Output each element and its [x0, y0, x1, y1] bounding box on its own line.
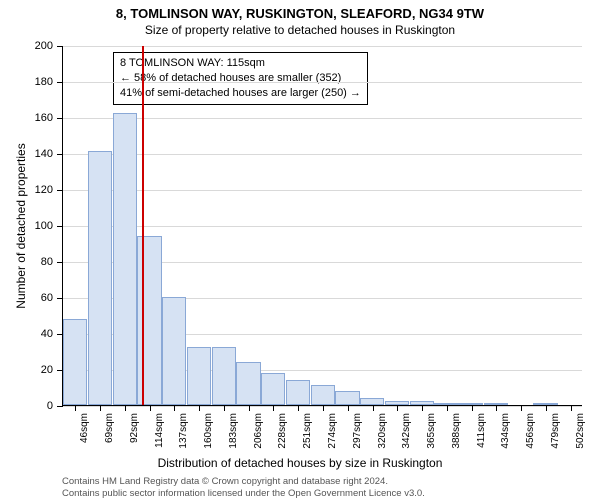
histogram-bar	[236, 362, 260, 405]
x-tick	[496, 405, 497, 411]
x-tick-label: 46sqm	[79, 413, 90, 443]
y-tick-label: 100	[35, 220, 63, 232]
x-tick-label: 365sqm	[426, 413, 437, 449]
x-tick-label: 251sqm	[302, 413, 313, 449]
histogram-bar	[311, 385, 335, 405]
x-tick-label: 274sqm	[327, 413, 338, 449]
chart-title: 8, TOMLINSON WAY, RUSKINGTON, SLEAFORD, …	[0, 0, 600, 21]
x-tick	[397, 405, 398, 411]
x-tick-label: 183sqm	[228, 413, 239, 449]
x-tick-label: 320sqm	[377, 413, 388, 449]
y-tick-label: 40	[41, 328, 63, 340]
y-tick-label: 0	[47, 400, 63, 412]
x-tick	[224, 405, 225, 411]
y-tick-label: 60	[41, 292, 63, 304]
histogram-bar	[286, 380, 310, 405]
y-tick-label: 140	[35, 148, 63, 160]
x-tick	[125, 405, 126, 411]
y-tick-label: 120	[35, 184, 63, 196]
y-tick-label: 200	[35, 40, 63, 52]
x-tick	[75, 405, 76, 411]
annotation-box: 8 TOMLINSON WAY: 115sqm ← 58% of detache…	[113, 52, 368, 105]
y-tick-label: 80	[41, 256, 63, 268]
x-tick	[348, 405, 349, 411]
x-tick-label: 206sqm	[253, 413, 264, 449]
x-tick-label: 137sqm	[178, 413, 189, 449]
x-tick	[472, 405, 473, 411]
x-tick-label: 479sqm	[550, 413, 561, 449]
x-tick-label: 228sqm	[277, 413, 288, 449]
x-tick-label: 411sqm	[476, 413, 487, 448]
histogram-bar	[113, 113, 137, 405]
histogram-bar	[88, 151, 112, 405]
histogram-chart: 8 TOMLINSON WAY: 115sqm ← 58% of detache…	[62, 46, 582, 406]
x-tick-label: 342sqm	[401, 413, 412, 449]
x-tick	[199, 405, 200, 411]
histogram-bar	[335, 391, 359, 405]
x-tick	[100, 405, 101, 411]
x-tick-label: 456sqm	[525, 413, 536, 449]
histogram-bar	[187, 347, 211, 405]
x-tick-label: 297sqm	[352, 413, 363, 449]
x-tick-label: 502sqm	[575, 413, 586, 449]
annotation-line-2: ← 58% of detached houses are smaller (35…	[120, 71, 361, 86]
y-axis-title: Number of detached properties	[14, 143, 28, 308]
x-tick-label: 69sqm	[104, 413, 115, 443]
property-marker-line	[142, 46, 144, 405]
x-tick	[546, 405, 547, 411]
histogram-bar	[212, 347, 236, 405]
x-axis-title: Distribution of detached houses by size …	[0, 456, 600, 470]
x-tick	[298, 405, 299, 411]
x-tick-label: 160sqm	[203, 413, 214, 449]
histogram-bar	[360, 398, 384, 405]
x-tick	[373, 405, 374, 411]
histogram-bar	[162, 297, 186, 405]
x-tick-label: 388sqm	[451, 413, 462, 449]
chart-subtitle: Size of property relative to detached ho…	[0, 21, 600, 37]
x-tick	[447, 405, 448, 411]
histogram-bar	[63, 319, 87, 405]
x-tick	[273, 405, 274, 411]
y-tick-label: 160	[35, 112, 63, 124]
x-tick-label: 434sqm	[500, 413, 511, 449]
x-tick	[571, 405, 572, 411]
x-tick-label: 92sqm	[129, 413, 140, 443]
x-tick	[150, 405, 151, 411]
footer-line-2: Contains public sector information licen…	[62, 488, 425, 500]
y-tick-label: 180	[35, 76, 63, 88]
x-tick	[323, 405, 324, 411]
annotation-line-3: 41% of semi-detached houses are larger (…	[120, 86, 361, 101]
footer-attribution: Contains HM Land Registry data © Crown c…	[62, 476, 425, 500]
x-tick-label: 114sqm	[154, 413, 165, 448]
annotation-line-1: 8 TOMLINSON WAY: 115sqm	[120, 56, 361, 71]
histogram-bar	[261, 373, 285, 405]
x-tick	[249, 405, 250, 411]
x-tick	[521, 405, 522, 411]
x-tick	[422, 405, 423, 411]
x-tick	[174, 405, 175, 411]
y-tick-label: 20	[41, 364, 63, 376]
footer-line-1: Contains HM Land Registry data © Crown c…	[62, 476, 425, 488]
